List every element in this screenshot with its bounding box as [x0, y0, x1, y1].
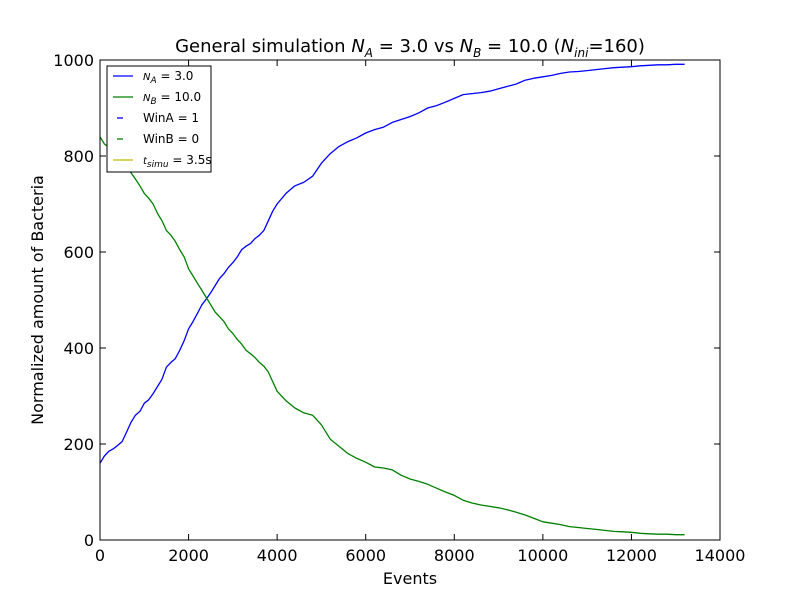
legend-label: NB = 10.0 [143, 90, 201, 107]
x-tick-label: 10000 [517, 546, 568, 565]
y-tick-label: 600 [63, 243, 94, 262]
y-tick-label: 800 [63, 147, 94, 166]
series-line-a [99, 63, 685, 464]
y-tick-label: 200 [63, 435, 94, 454]
x-tick-label: 8000 [434, 546, 475, 565]
title-nb-symbol: N [460, 36, 473, 57]
title-nini-val: =160) [588, 36, 644, 57]
tick-layer: 0 2000 4000 6000 8000 10000 12000 14000 0 200 400 6… [53, 51, 745, 565]
y-axis-label: Normalized amount of Bacteria [28, 175, 47, 425]
y-tick-label: 1000 [53, 51, 94, 70]
legend-label: NA = 3.0 [143, 69, 193, 86]
y-tick-label: 0 [84, 531, 94, 550]
series-line-b [99, 136, 685, 536]
title-nb-sub: B [473, 46, 481, 60]
title-na-symbol: N [351, 36, 364, 57]
series-layer [99, 63, 685, 536]
x-tick-label: 0 [95, 546, 105, 565]
x-tick-label: 2000 [168, 546, 209, 565]
title-na-sub: A [364, 46, 373, 60]
plot-frame [99, 59, 721, 541]
x-tick-label: 4000 [257, 546, 298, 565]
title-nini-sub: ini [574, 46, 589, 60]
x-tick-label: 14000 [695, 546, 746, 565]
x-axis-label: Events [383, 569, 437, 588]
title-na-val: = 3.0 vs [373, 36, 460, 57]
x-tick-label: 6000 [345, 546, 386, 565]
legend-box [106, 65, 212, 173]
legend-label: WinA = 1 [143, 111, 199, 125]
chart-title: General simulation NA = 3.0 vs NB = 10.0… [175, 36, 645, 60]
title-prefix: General simulation [175, 36, 351, 57]
legend-label: tsimu = 3.5s [143, 153, 212, 170]
legend: NA = 3.0 NB = 10.0 WinA = 1 WinB = 0 tsimu =… [106, 65, 212, 173]
title-nini-symbol: N [561, 36, 574, 57]
x-tick-label: 12000 [606, 546, 657, 565]
title-nb-val: = 10.0 ( [481, 36, 560, 57]
legend-label: WinB = 0 [143, 132, 199, 146]
y-tick-label: 400 [63, 339, 94, 358]
